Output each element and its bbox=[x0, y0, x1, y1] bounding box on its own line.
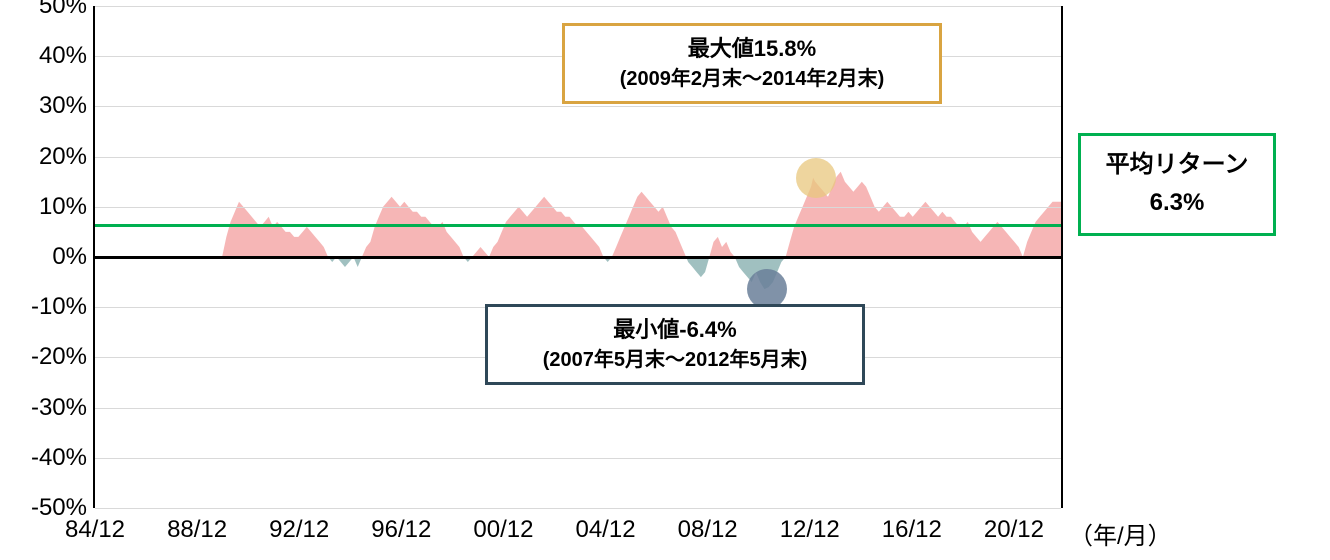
y-tick-label: -40% bbox=[31, 444, 87, 472]
plot-area: 50%40%30%20%10%0%-10%-20%-30%-40%-50%84/… bbox=[93, 6, 1063, 508]
gridline bbox=[95, 408, 1061, 409]
y-tick-label: 40% bbox=[39, 42, 87, 70]
x-tick-label: 16/12 bbox=[882, 516, 942, 544]
area-positive bbox=[709, 237, 734, 257]
x-tick-label: 04/12 bbox=[575, 516, 635, 544]
y-tick-label: 0% bbox=[52, 243, 87, 271]
y-tick-label: 50% bbox=[39, 0, 87, 20]
gridline bbox=[95, 106, 1061, 107]
x-tick-label: 12/12 bbox=[780, 516, 840, 544]
min-callout-subtitle: (2007年5月末～2012年5月末) bbox=[502, 346, 848, 374]
x-tick-label: 88/12 bbox=[167, 516, 227, 544]
gridline bbox=[95, 207, 1061, 208]
y-tick-label: -20% bbox=[31, 343, 87, 371]
gridline bbox=[95, 458, 1061, 459]
area-negative bbox=[353, 257, 361, 267]
max-callout: 最大値15.8%(2009年2月末～2014年2月末) bbox=[562, 23, 942, 104]
zero-line bbox=[95, 256, 1061, 259]
y-tick-label: -10% bbox=[31, 293, 87, 321]
average-return-value: 6.3% bbox=[1097, 184, 1257, 222]
average-line bbox=[95, 224, 1061, 227]
x-tick-label: 00/12 bbox=[473, 516, 533, 544]
max-callout-subtitle: (2009年2月末～2014年2月末) bbox=[579, 65, 925, 93]
y-tick-label: 20% bbox=[39, 143, 87, 171]
area-negative bbox=[686, 257, 709, 277]
average-return-callout: 平均リターン 6.3% bbox=[1078, 133, 1276, 236]
min-callout-title: 最小値-6.4% bbox=[502, 315, 848, 346]
x-tick-label: 96/12 bbox=[371, 516, 431, 544]
area-positive bbox=[222, 202, 328, 257]
x-tick-label: 08/12 bbox=[678, 516, 738, 544]
x-tick-label: 92/12 bbox=[269, 516, 329, 544]
y-tick-label: 30% bbox=[39, 92, 87, 120]
gridline bbox=[95, 157, 1061, 158]
chart-container: 50%40%30%20%10%0%-10%-20%-30%-40%-50%84/… bbox=[0, 0, 1330, 560]
x-tick-label: 20/12 bbox=[984, 516, 1044, 544]
area-negative bbox=[337, 257, 354, 267]
gridline bbox=[95, 508, 1061, 509]
average-return-label: 平均リターン bbox=[1097, 146, 1257, 184]
min-callout: 最小値-6.4%(2007年5月末～2012年5月末) bbox=[485, 304, 865, 385]
x-tick-label: 84/12 bbox=[65, 516, 125, 544]
y-tick-label: 10% bbox=[39, 193, 87, 221]
y-tick-label: -30% bbox=[31, 394, 87, 422]
max-marker bbox=[796, 158, 836, 198]
x-axis-title: （年/月） bbox=[1069, 516, 1172, 551]
gridline bbox=[95, 6, 1061, 7]
max-callout-title: 最大値15.8% bbox=[579, 34, 925, 65]
